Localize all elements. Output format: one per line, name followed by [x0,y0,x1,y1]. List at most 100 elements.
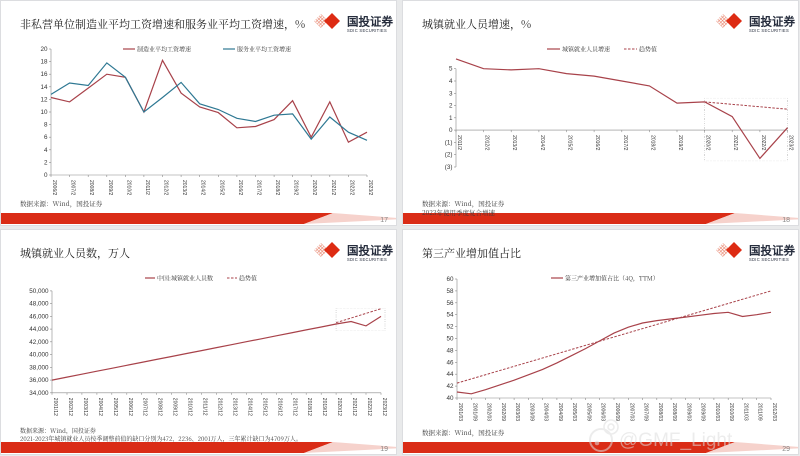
svg-text:18: 18 [40,59,48,66]
svg-text:2018/2: 2018/2 [649,135,655,151]
svg-text:SDIC SECURITIES: SDIC SECURITIES [347,257,387,262]
svg-text:第三产业增加值占比（4Q，TTM）: 第三产业增加值占比（4Q，TTM） [565,273,659,282]
svg-text:2012/2: 2012/2 [163,180,169,196]
svg-text:2023/2: 2023/2 [367,180,373,196]
svg-text:2017/12: 2017/12 [291,398,297,416]
svg-text:2018/2: 2018/2 [274,180,280,196]
svg-text:42,000: 42,000 [29,339,49,346]
svg-text:2001/09: 2001/09 [471,403,477,421]
svg-text:2005/03: 2005/03 [571,403,577,421]
svg-text:2005/12: 2005/12 [112,398,118,416]
svg-text:0: 0 [449,127,453,134]
svg-text:2002/09: 2002/09 [500,403,506,421]
svg-text:2023/2: 2023/2 [788,135,794,151]
svg-text:4: 4 [449,78,453,85]
svg-text:36,000: 36,000 [29,377,49,384]
svg-text:2015/12: 2015/12 [261,398,267,416]
svg-text:2013/2: 2013/2 [181,180,187,196]
svg-text:2010/09: 2010/09 [728,403,734,421]
svg-text:1: 1 [449,115,453,122]
svg-text:服务业平均工资增速: 服务业平均工资增速 [237,44,291,53]
svg-text:46,000: 46,000 [29,313,49,320]
svg-text:2016/12: 2016/12 [276,398,282,416]
svg-text:中国:城镇就业人员数: 中国:城镇就业人员数 [157,273,213,282]
svg-text:14: 14 [40,84,48,91]
svg-text:42: 42 [446,383,454,390]
svg-text:5: 5 [449,66,453,73]
svg-text:2007/2: 2007/2 [70,180,76,196]
svg-text:2007/03: 2007/03 [628,403,634,421]
svg-text:2011/09: 2011/09 [757,403,763,421]
svg-text:2013/2: 2013/2 [511,135,517,151]
svg-text:2006/2: 2006/2 [51,180,57,196]
svg-text:2007/12: 2007/12 [142,398,148,416]
svg-text:2005/09: 2005/09 [586,403,592,421]
svg-text:2009/03: 2009/03 [685,403,691,421]
svg-text:2021/2: 2021/2 [330,180,336,196]
svg-text:(1): (1) [445,139,453,146]
svg-text:6: 6 [44,134,48,141]
svg-text:2001/03: 2001/03 [457,403,463,421]
svg-text:60: 60 [446,276,454,283]
svg-text:2004/03: 2004/03 [543,403,549,421]
svg-text:20: 20 [40,46,48,53]
svg-text:2017/2: 2017/2 [622,135,628,151]
svg-text:(2): (2) [445,152,453,159]
svg-text:2019/2: 2019/2 [677,135,683,151]
svg-text:2009/09: 2009/09 [700,403,706,421]
svg-text:2017/2: 2017/2 [256,180,262,196]
svg-text:2002/03: 2002/03 [486,403,492,421]
svg-text:16: 16 [40,71,48,78]
svg-text:2006/09: 2006/09 [614,403,620,421]
svg-text:国投证券: 国投证券 [749,244,795,258]
svg-text:2010/03: 2010/03 [714,403,720,421]
svg-text:38,000: 38,000 [29,364,49,371]
svg-text:2016/2: 2016/2 [594,135,600,151]
svg-text:2015/2: 2015/2 [567,135,573,151]
svg-text:12: 12 [40,96,48,103]
svg-text:国投证券: 国投证券 [347,15,393,29]
svg-text:2009/12: 2009/12 [172,398,178,416]
svg-text:2011/12: 2011/12 [202,398,208,416]
svg-text:56: 56 [446,300,454,307]
svg-text:2022/2: 2022/2 [348,180,354,196]
svg-text:2001/12: 2001/12 [52,398,58,416]
svg-text:50,000: 50,000 [29,288,49,295]
svg-text:2006/03: 2006/03 [600,403,606,421]
svg-text:2010/2: 2010/2 [125,180,131,196]
svg-text:44,000: 44,000 [29,326,49,333]
svg-text:2019/2: 2019/2 [293,180,299,196]
svg-text:2003/12: 2003/12 [82,398,88,416]
svg-text:4: 4 [44,147,48,154]
svg-text:2: 2 [44,159,48,166]
svg-text:城镇就业人员增速: 城镇就业人员增速 [562,44,610,53]
svg-text:2014/2: 2014/2 [539,135,545,151]
svg-text:SDIC SECURITIES: SDIC SECURITIES [347,28,387,33]
svg-text:2021/12: 2021/12 [351,398,357,416]
svg-text:2004/09: 2004/09 [557,403,563,421]
svg-text:2002/12: 2002/12 [67,398,73,416]
svg-text:8: 8 [44,122,48,129]
svg-text:52: 52 [446,324,454,331]
svg-text:2008/03: 2008/03 [657,403,663,421]
svg-text:2004/12: 2004/12 [97,398,103,416]
svg-text:2012/2: 2012/2 [484,135,490,151]
svg-text:2008/09: 2008/09 [671,403,677,421]
svg-text:2003/03: 2003/03 [514,403,520,421]
svg-text:2020/2: 2020/2 [311,180,317,196]
svg-text:10: 10 [40,109,48,116]
svg-text:48: 48 [446,347,454,354]
svg-text:趋势值: 趋势值 [239,273,257,282]
svg-text:2020/2: 2020/2 [705,135,711,151]
svg-text:48,000: 48,000 [29,301,49,308]
svg-text:国投证券: 国投证券 [749,15,795,29]
svg-text:2003/09: 2003/09 [528,403,534,421]
svg-text:SDIC SECURITIES: SDIC SECURITIES [749,28,789,33]
svg-text:2011/2: 2011/2 [144,180,150,195]
svg-text:50: 50 [446,336,454,343]
svg-text:(3): (3) [445,164,453,171]
svg-text:2021/2: 2021/2 [732,135,738,151]
svg-text:2019/12: 2019/12 [321,398,327,416]
svg-text:2011/03: 2011/03 [743,403,749,421]
svg-text:2013/12: 2013/12 [232,398,238,416]
